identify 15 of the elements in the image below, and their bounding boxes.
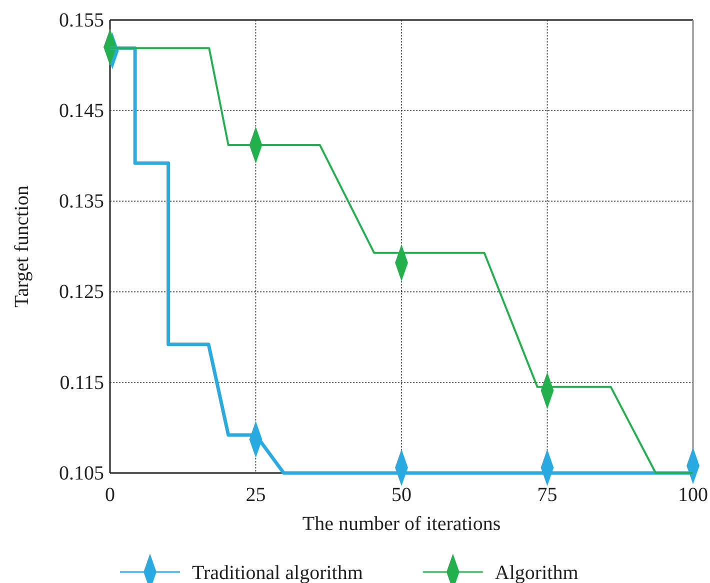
y-tick-label: 0.155 — [59, 9, 104, 32]
x-tick-label: 75 — [537, 484, 558, 506]
x-tick-label: 50 — [392, 484, 412, 506]
legend-label: Traditional algorithm — [192, 562, 364, 583]
x-tick-label: 25 — [246, 484, 266, 506]
x-tick-label: 100 — [678, 484, 708, 506]
x-axis-title: The number of iterations — [302, 513, 501, 535]
y-tick-label: 0.145 — [59, 100, 104, 122]
y-tick-label: 0.115 — [60, 372, 104, 394]
x-tick-label: 0 — [105, 484, 115, 506]
y-tick-label: 0.105 — [59, 462, 104, 484]
y-tick-label: 0.125 — [59, 281, 104, 304]
y-tick-label: 0.135 — [59, 190, 104, 213]
y-axis-title: Target function — [11, 185, 33, 308]
legend-label: Algorithm — [494, 562, 579, 583]
